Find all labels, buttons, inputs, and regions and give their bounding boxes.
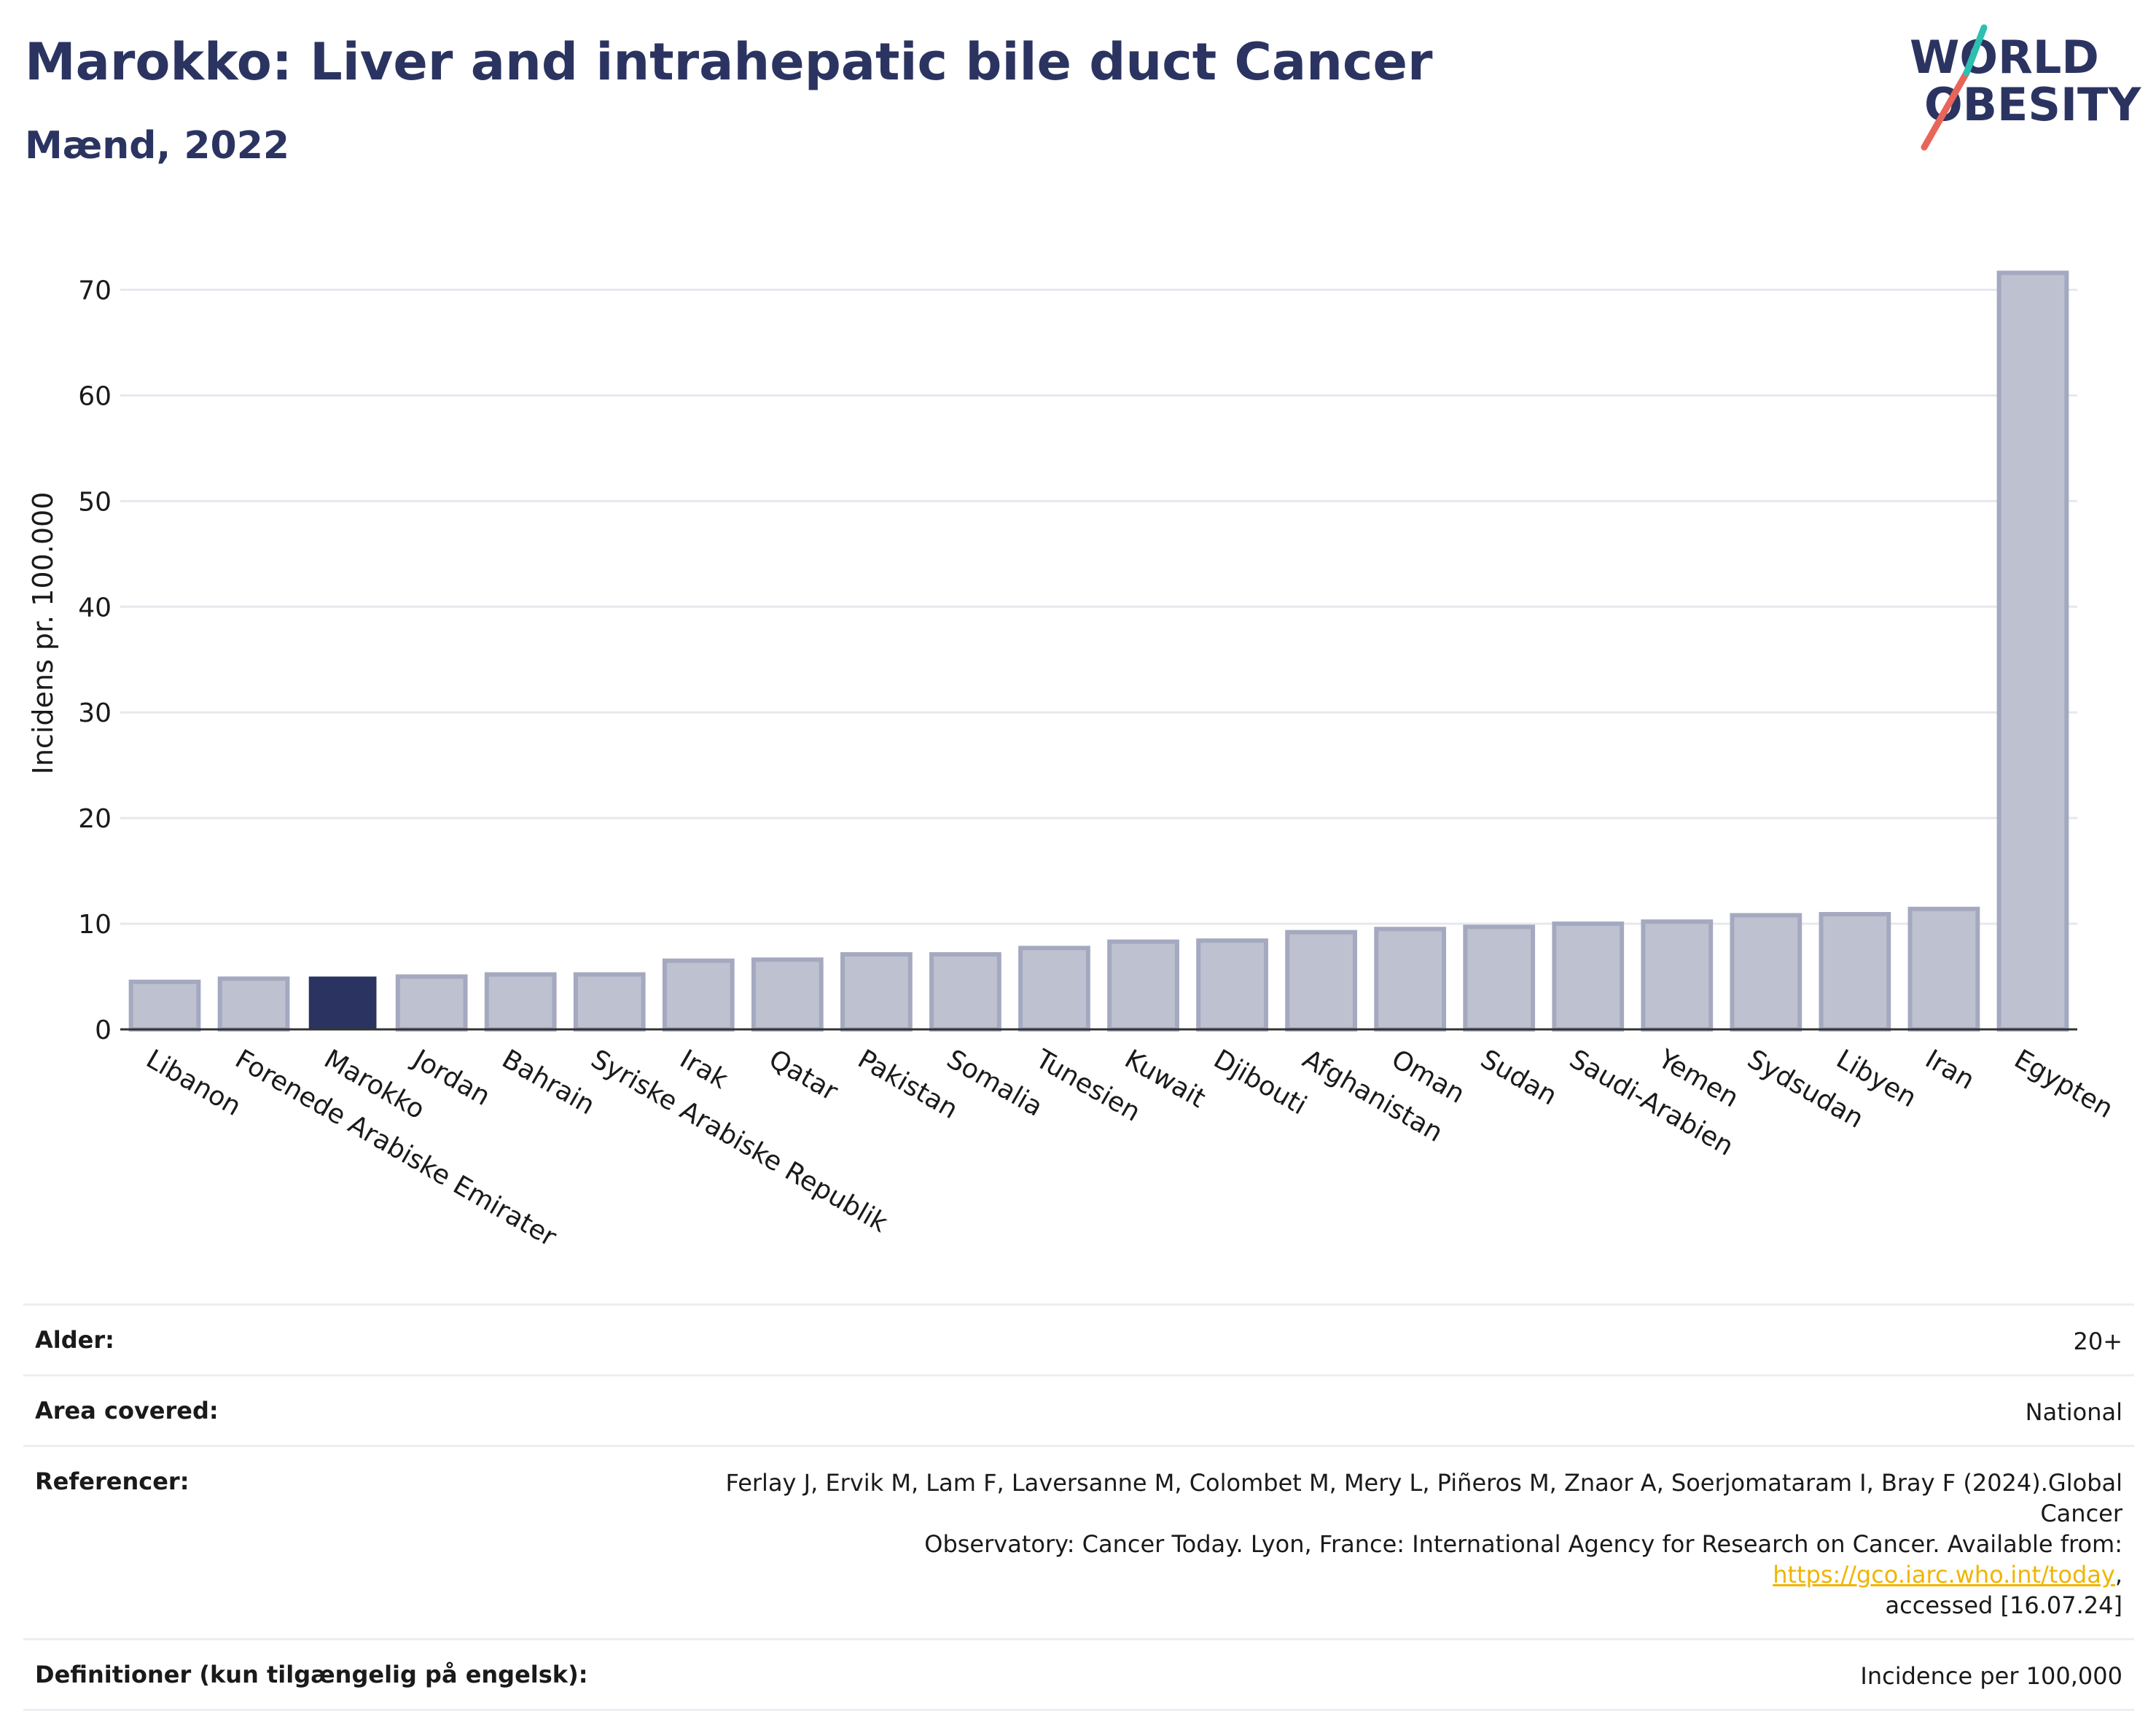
chart-title: Marokko: Liver and intrahepatic bile duc…: [25, 32, 1433, 92]
bar-sudan: [1463, 924, 1536, 1032]
definitions-value: Incidence per 100,000: [1860, 1662, 2122, 1690]
bar-sydsudan: [1730, 913, 1802, 1032]
bar-marokko: [308, 976, 377, 1029]
x-tick-label: Iran: [1920, 1044, 1979, 1096]
y-tick-label: 40: [78, 593, 112, 623]
x-tick-label: Bahrain: [497, 1044, 600, 1120]
bar-libanon: [128, 979, 201, 1032]
y-tick-labels: 0 10 20 30 40 50 60 70: [78, 276, 112, 1045]
bar-tunesien: [1018, 946, 1090, 1032]
bar-kuwait: [1107, 939, 1179, 1032]
info-row-definitions: Definitioner (kun tilgængelig på engelsk…: [23, 1638, 2134, 1711]
references-line1: Ferlay J, Ervik M, Lam F, Laversanne M, …: [725, 1469, 2122, 1527]
references-link[interactable]: https://gco.iarc.who.int/today: [1773, 1561, 2115, 1589]
x-tick-label: Pakistan: [853, 1044, 963, 1125]
references-label: Referencer:: [35, 1468, 190, 1495]
definitions-label: Definitioner (kun tilgængelig på engelsk…: [35, 1661, 588, 1688]
y-tick-label: 0: [95, 1016, 112, 1045]
logo-line1: WORLD: [1910, 31, 2099, 84]
grid-lines: [120, 288, 2077, 925]
bar-irak: [662, 958, 735, 1032]
bar-somalia: [929, 952, 1001, 1032]
chart-subtitle: Mænd, 2022: [25, 124, 290, 168]
area-label: Area covered:: [35, 1397, 219, 1424]
bar-jordan: [395, 974, 468, 1032]
logo-slash-teal: [1963, 24, 1988, 77]
y-tick-label: 50: [78, 487, 112, 517]
bar-iran: [1907, 906, 1980, 1032]
y-tick-label: 10: [78, 910, 112, 940]
info-row-references: Referencer: Ferlay J, Ervik M, Lam F, La…: [23, 1445, 2134, 1638]
bar-syriske-arabiske-republik: [573, 972, 646, 1032]
y-axis-label: Incidens pr. 100.000: [27, 492, 59, 775]
info-row-age: Alder: 20+: [23, 1303, 2134, 1374]
y-tick-label: 70: [78, 276, 112, 305]
logo-slash-red: [1921, 69, 1970, 151]
bar-afghanistan: [1285, 929, 1357, 1032]
references-line3: accessed [16.07.24]: [1885, 1591, 2122, 1619]
age-value: 20+: [2073, 1328, 2122, 1355]
bar-oman: [1374, 927, 1447, 1032]
references-line2: Observatory: Cancer Today. Lyon, France:…: [924, 1530, 2122, 1558]
x-tick-label: Somalia: [942, 1044, 1047, 1123]
x-tick-label: Qatar: [764, 1044, 843, 1107]
bar-egypten: [1996, 270, 2069, 1032]
bar-pakistan: [840, 952, 913, 1032]
bar-forenede-arabiske-emirater: [217, 976, 290, 1032]
bar-bahrain: [484, 972, 557, 1032]
x-tick-label: Syriske Arabiske Republik: [586, 1044, 893, 1239]
x-tick-label: Egypten: [2009, 1044, 2117, 1124]
bar-saudi-arabien: [1552, 921, 1625, 1032]
info-table: Alder: 20+ Area covered: National Refere…: [23, 1303, 2134, 1711]
bar-qatar: [751, 957, 824, 1032]
y-tick-label: 30: [78, 698, 112, 728]
y-tick-label: 60: [78, 381, 112, 411]
references-value: Ferlay J, Ervik M, Lam F, Laversanne M, …: [665, 1468, 2122, 1621]
bar-yemen: [1641, 919, 1714, 1032]
x-tick-label: Libanon: [141, 1044, 246, 1122]
x-tick-label: Irak: [675, 1044, 733, 1095]
world-obesity-logo: WORLD OBESITY: [1910, 24, 2141, 151]
references-line2-post: ,: [2114, 1561, 2122, 1589]
y-tick-label: 20: [78, 804, 112, 834]
info-row-area: Area covered: National: [23, 1374, 2134, 1445]
x-tick-label: Djibouti: [1208, 1044, 1311, 1120]
bars: [128, 270, 2069, 1032]
age-label: Alder:: [35, 1326, 114, 1354]
x-tick-label: Sudan: [1475, 1044, 1562, 1111]
bar-djibouti: [1196, 938, 1268, 1032]
area-value: National: [2025, 1398, 2122, 1426]
bar-libyen: [1819, 912, 1891, 1032]
